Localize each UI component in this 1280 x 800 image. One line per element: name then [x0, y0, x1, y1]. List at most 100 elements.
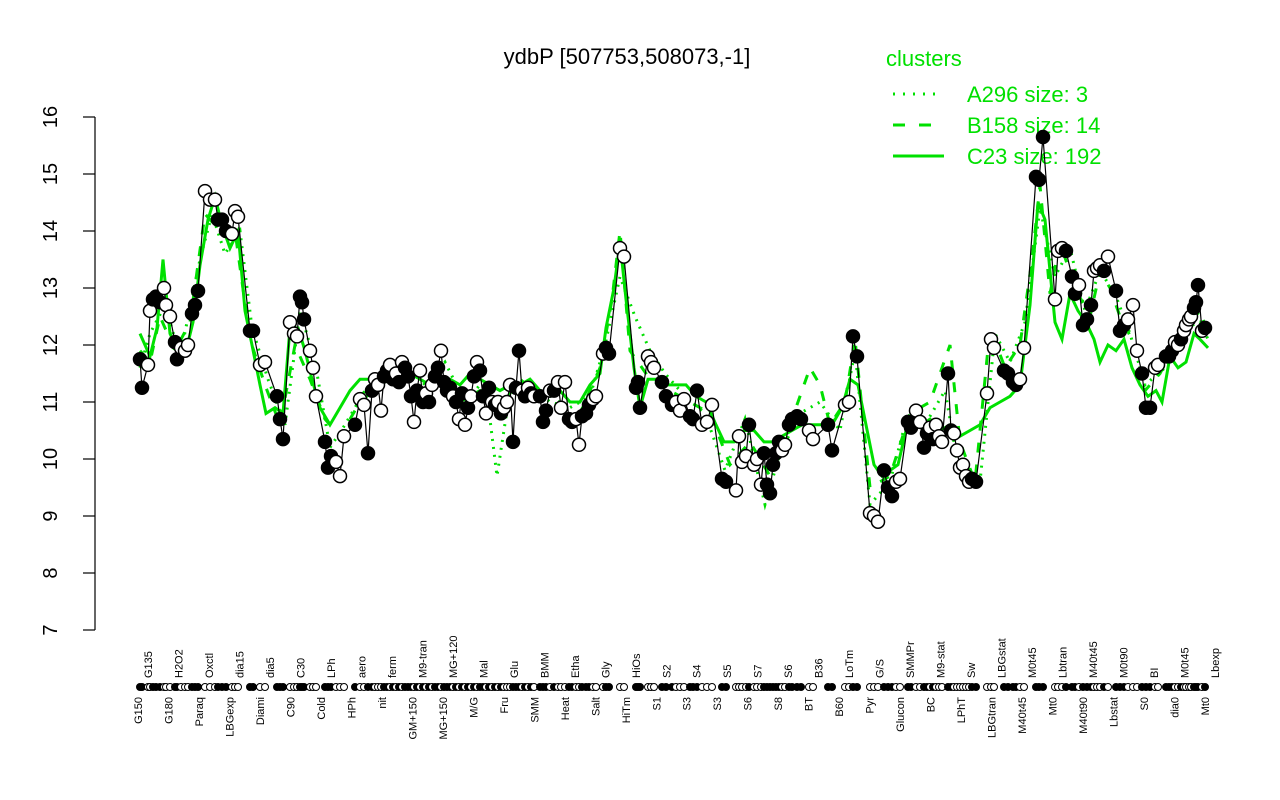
x-tick-label-top: Sw — [966, 663, 978, 678]
data-point — [275, 431, 291, 447]
x-rug-point — [722, 683, 730, 691]
data-point — [289, 329, 305, 344]
x-tick-label-top: H2O2 — [173, 649, 185, 678]
data-point — [1100, 249, 1116, 264]
data-point — [704, 397, 720, 413]
data-point — [884, 488, 900, 504]
data-point — [245, 323, 261, 339]
data-point — [676, 391, 692, 407]
x-tick-label-bottom: G150 — [133, 697, 145, 724]
y-tick-label: 7 — [40, 624, 62, 635]
x-tick-label-bottom: LPhT — [956, 697, 968, 724]
data-point — [824, 443, 840, 458]
data-point — [156, 280, 172, 296]
data-point — [505, 434, 521, 450]
x-tick-label-top: G135 — [143, 651, 155, 678]
x-rug-point — [809, 683, 817, 691]
data-point — [1197, 320, 1213, 336]
data-point — [934, 434, 950, 450]
data-point — [499, 394, 515, 410]
data-point — [294, 295, 310, 310]
cluster-lines — [138, 185, 1210, 511]
data-point — [332, 468, 348, 484]
legend-title: clusters — [886, 46, 962, 71]
data-point — [741, 417, 757, 433]
data-point — [588, 389, 604, 404]
x-rug-point — [620, 683, 628, 691]
x-tick-label-top: M9-stat — [936, 641, 948, 678]
data-points — [132, 129, 1213, 529]
x-tick-label-top: dia5 — [265, 657, 277, 678]
x-tick-label-top: M0t90 — [1119, 647, 1131, 678]
data-point — [360, 446, 376, 461]
data-point — [328, 454, 344, 470]
y-tick-label: 10 — [40, 448, 62, 470]
x-rug-point — [1020, 683, 1028, 691]
data-point — [207, 192, 223, 207]
x-tick-label-bottom: S0 — [1139, 697, 1151, 710]
data-point — [793, 411, 809, 427]
data-point — [1079, 312, 1095, 327]
data-point — [654, 374, 670, 390]
x-tick-label-bottom: SMM — [529, 697, 541, 723]
x-tick-label-bottom: nit — [377, 697, 389, 709]
data-point — [1188, 295, 1204, 310]
x-tick-label-top: M40t45 — [1088, 641, 1100, 678]
data-point — [1134, 366, 1150, 381]
x-rug-point — [279, 683, 287, 691]
x-tick-label-top: Lbtran — [1058, 647, 1070, 678]
x-tick-label-top: SMMPr — [905, 641, 917, 678]
data-point — [1047, 292, 1063, 307]
x-tick-label-bottom: Mt0 — [1048, 697, 1060, 715]
data-point — [1120, 312, 1136, 327]
x-tick-label-bottom: B60 — [834, 697, 846, 717]
x-axis: G135 H2O2 Oxctl dia15 dia5 C30 LPh aero ferm M9-t… — [133, 636, 1222, 740]
x-tick-label-top: Lbexp — [1210, 648, 1222, 678]
x-tick-label-bottom: Pyr — [865, 697, 877, 714]
data-point — [630, 374, 646, 390]
data-point — [187, 297, 203, 313]
data-point — [1142, 400, 1158, 415]
x-rug-point — [828, 683, 836, 691]
data-point — [162, 309, 178, 324]
y-tick-label: 11 — [40, 392, 62, 413]
x-tick-label-bottom: LBGtran — [987, 697, 999, 738]
data-point — [601, 346, 617, 361]
x-tick-label-top: M0t45 — [1027, 647, 1039, 678]
data-point — [224, 226, 240, 242]
y-tick-label: 14 — [40, 220, 62, 242]
data-point — [841, 394, 857, 410]
x-tick-label-bottom: S3 — [712, 697, 724, 710]
x-tick-label-bottom: MG+150 — [438, 697, 450, 740]
x-tick-label-bottom: M40t45 — [1017, 697, 1029, 734]
x-tick-label-bottom: Cold — [316, 697, 328, 720]
y-tick-label: 9 — [40, 510, 62, 521]
x-tick-label-top: LoTm — [844, 650, 856, 678]
x-tick-label-bottom: Diami — [255, 697, 267, 725]
data-point — [1012, 371, 1028, 387]
x-tick-label-top: MG+120 — [448, 636, 460, 679]
data-point — [616, 249, 632, 264]
x-tick-label-bottom: G180 — [163, 697, 175, 724]
data-point — [457, 417, 473, 433]
data-point — [1129, 343, 1145, 358]
data-point — [916, 440, 932, 455]
x-tick-label-top: S6 — [783, 665, 795, 678]
data-point — [820, 417, 836, 433]
data-point — [731, 428, 747, 444]
x-tick-label-top: S7 — [753, 665, 765, 678]
data-point — [1083, 297, 1099, 313]
x-tick-label-bottom: C90 — [285, 697, 297, 717]
x-rug-point — [249, 683, 257, 691]
data-point — [805, 431, 821, 447]
legend-entry-b158: B158 size: 14 — [967, 113, 1100, 138]
data-point — [1190, 277, 1206, 293]
y-tick-label: 16 — [40, 106, 62, 128]
data-point — [632, 400, 648, 415]
x-tick-label-bottom: M40t90 — [1078, 697, 1090, 734]
x-tick-label-top: Mal — [478, 660, 490, 678]
x-tick-label-top: LBGstat — [997, 638, 1009, 678]
data-point — [433, 343, 449, 358]
x-tick-label-bottom: HiTm — [621, 697, 633, 723]
